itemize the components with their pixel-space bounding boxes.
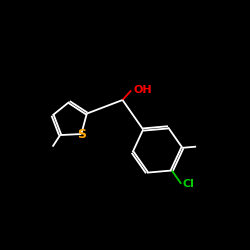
Text: S: S: [77, 128, 86, 140]
Text: Cl: Cl: [182, 179, 194, 189]
Text: OH: OH: [134, 85, 152, 95]
